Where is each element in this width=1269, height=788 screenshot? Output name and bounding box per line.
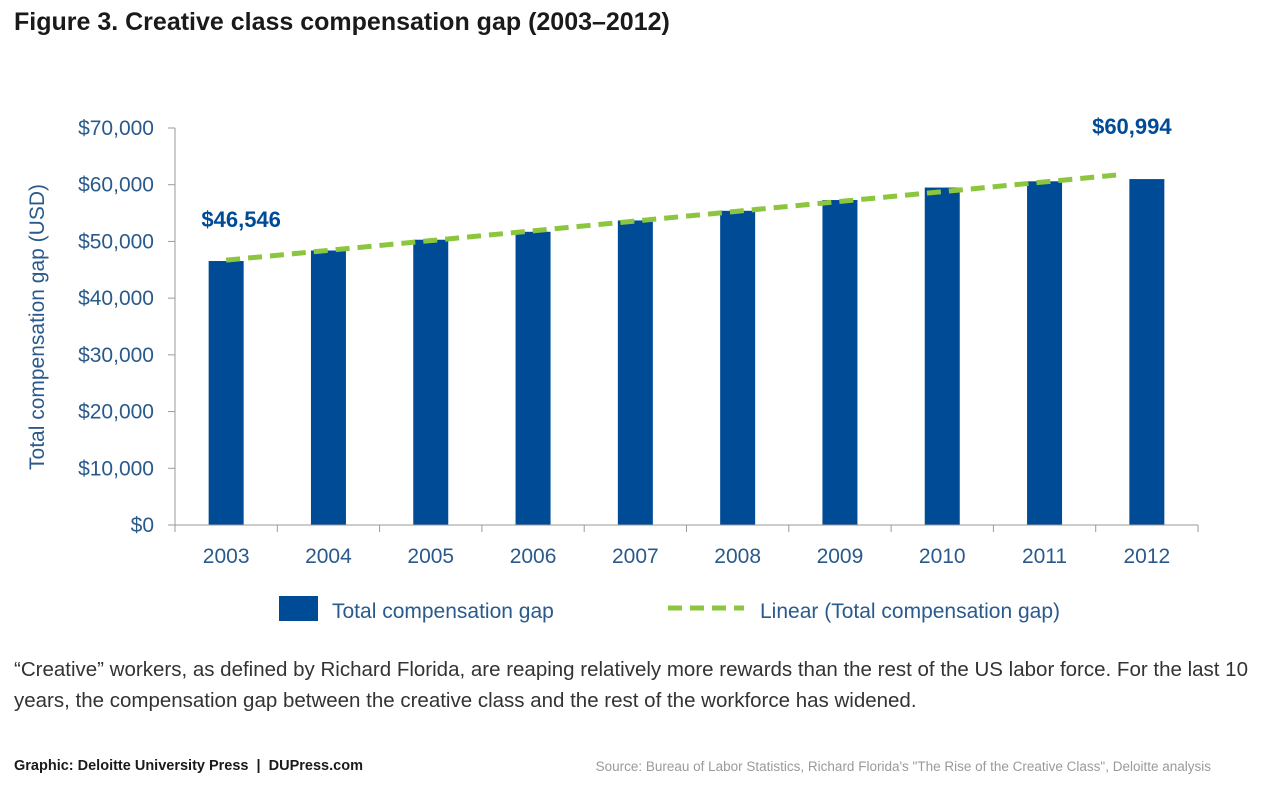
bar [1027,181,1063,525]
x-tick-label: 2006 [510,545,557,568]
data-label: $46,546 [201,207,281,232]
x-tick-label: 2003 [203,545,250,568]
bar [208,261,244,525]
y-tick-label: $30,000 [78,344,154,367]
y-tick-label: $70,000 [78,117,154,140]
y-tick-label: $40,000 [78,287,154,310]
x-tick-label: 2008 [714,545,761,568]
legend-bar-swatch [279,596,318,621]
trendline [225,172,1123,263]
x-tick-label: 2004 [305,545,352,568]
figure-caption: “Creative” workers, as defined by Richar… [14,658,1248,712]
bar [720,210,756,525]
x-tick-label: 2005 [407,545,454,568]
x-axis: 2003 2004 2005 2006 2007 2008 2009 2010 2011 2012 [174,524,1199,568]
x-tick-label: 2007 [612,545,659,568]
graphic-credit: Graphic: Deloitte University Press | DUP… [14,758,363,774]
bar [1129,179,1165,525]
y-axis-label: Total compensation gap (USD) [26,184,49,470]
x-tick-label: 2012 [1123,545,1170,568]
bar [617,220,653,526]
bar [924,187,960,526]
figure-title: Figure 3. Creative class compensation ga… [14,8,670,36]
x-tick-label: 2011 [1022,545,1067,568]
bar [822,200,858,525]
data-label: $60,994 [1092,114,1172,139]
bar [515,231,551,525]
x-tick-label: 2009 [817,545,864,568]
bar [413,239,449,525]
bar [310,250,346,525]
y-tick-label: $60,000 [78,174,154,197]
x-tick-label: 2010 [919,545,966,568]
trendline-group [225,172,1123,263]
legend-trend-label: Linear (Total compensation gap) [760,600,1060,623]
y-axis: $0 $10,000 $20,000 $30,000 $40,000 $50,000 $60… [78,117,176,537]
y-tick-label: $50,000 [78,230,154,253]
bar-series [208,179,1165,526]
legend: Total compensation gap Linear (Total com… [279,596,1060,623]
legend-bar-label: Total compensation gap [332,600,554,623]
y-tick-label: $0 [131,514,154,537]
source-note: Source: Bureau of Labor Statistics, Rich… [595,759,1211,774]
data-labels: $46,546 $60,994 [201,114,1172,232]
y-tick-label: $10,000 [78,457,154,480]
bar-chart: Total compensation gap (USD) $0 $10,000 $2… [26,114,1199,623]
y-tick-label: $20,000 [78,401,154,424]
